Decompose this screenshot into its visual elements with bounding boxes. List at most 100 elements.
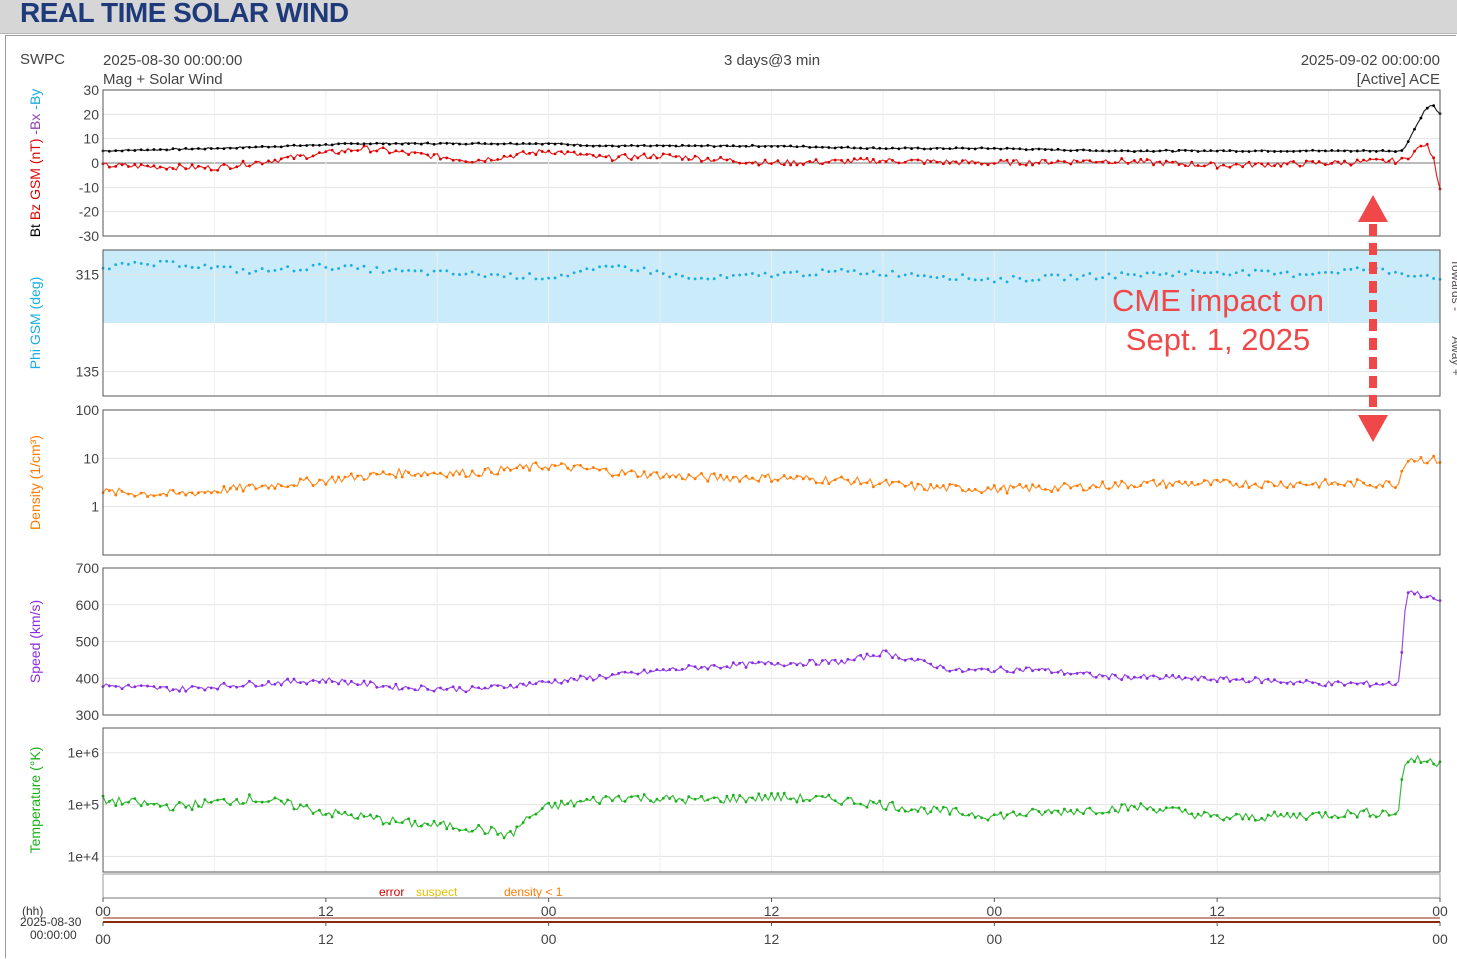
data-point bbox=[260, 800, 264, 804]
data-point bbox=[846, 158, 850, 162]
data-point bbox=[1266, 269, 1270, 273]
time-tick-label: 12 bbox=[318, 903, 334, 919]
data-point bbox=[1311, 160, 1315, 163]
data-point bbox=[1158, 149, 1162, 153]
data-point bbox=[349, 472, 353, 476]
data-point bbox=[1292, 150, 1295, 153]
data-point bbox=[458, 685, 461, 689]
data-point bbox=[566, 150, 570, 154]
ytick-label: 0 bbox=[91, 155, 99, 171]
date-label: 2025-08-30 bbox=[20, 915, 82, 929]
data-point bbox=[1374, 815, 1378, 819]
data-point bbox=[1062, 160, 1066, 163]
data-point bbox=[1381, 484, 1385, 488]
data-point bbox=[343, 264, 347, 268]
data-point bbox=[1113, 673, 1117, 677]
data-point bbox=[852, 146, 856, 150]
data-point bbox=[553, 276, 557, 280]
data-point bbox=[1387, 480, 1391, 484]
data-point bbox=[534, 682, 538, 686]
data-point bbox=[1050, 273, 1054, 277]
data-point bbox=[649, 144, 652, 148]
data-point bbox=[1425, 273, 1429, 277]
data-point bbox=[107, 489, 111, 492]
data-point bbox=[604, 794, 608, 798]
data-point bbox=[515, 685, 519, 689]
data-point bbox=[795, 663, 799, 667]
data-point bbox=[1056, 147, 1060, 151]
data-point bbox=[470, 469, 474, 473]
data-point bbox=[165, 803, 169, 807]
data-point bbox=[114, 684, 118, 688]
data-point bbox=[1037, 668, 1041, 672]
data-point bbox=[1037, 161, 1041, 165]
data-point bbox=[222, 485, 226, 488]
data-point bbox=[521, 682, 525, 686]
data-point bbox=[1425, 142, 1429, 146]
data-point bbox=[636, 156, 640, 160]
data-point bbox=[369, 813, 372, 817]
data-point bbox=[1260, 269, 1264, 273]
data-point bbox=[1234, 678, 1238, 681]
data-point bbox=[1164, 159, 1168, 163]
data-point bbox=[642, 144, 646, 147]
data-point bbox=[1056, 159, 1060, 163]
data-point bbox=[1222, 149, 1225, 153]
data-point bbox=[891, 656, 894, 660]
data-point bbox=[241, 267, 245, 271]
data-point bbox=[1228, 680, 1232, 683]
data-point bbox=[916, 158, 920, 162]
ylabel: Temperature (°K) bbox=[27, 747, 43, 854]
data-point bbox=[165, 167, 169, 171]
data-point bbox=[146, 802, 149, 806]
data-point bbox=[216, 490, 220, 494]
data-point bbox=[846, 145, 850, 149]
data-point bbox=[152, 164, 156, 168]
data-point bbox=[133, 494, 137, 498]
data-point bbox=[992, 670, 996, 673]
data-point bbox=[1203, 810, 1206, 814]
data-point bbox=[598, 468, 601, 472]
time-tick-label: 00 bbox=[1432, 931, 1448, 947]
data-point bbox=[267, 800, 270, 803]
data-point bbox=[821, 162, 824, 166]
time-label: 00:00:00 bbox=[30, 928, 77, 942]
data-point bbox=[178, 265, 181, 268]
data-point bbox=[171, 808, 175, 812]
data-point bbox=[515, 142, 519, 146]
data-point bbox=[859, 802, 863, 806]
data-point bbox=[1285, 811, 1289, 815]
data-point bbox=[1196, 678, 1200, 682]
time-tick-label: 12 bbox=[318, 931, 334, 947]
subtitle-left: Mag + Solar Wind bbox=[103, 71, 223, 88]
data-point bbox=[731, 793, 735, 797]
data-point bbox=[1253, 162, 1257, 166]
data-point bbox=[1177, 270, 1181, 274]
data-point bbox=[171, 260, 175, 264]
data-point bbox=[1273, 484, 1276, 488]
data-point bbox=[1018, 668, 1022, 671]
time-tick-label: 12 bbox=[1209, 931, 1225, 947]
data-point bbox=[1304, 678, 1308, 682]
data-point bbox=[1037, 147, 1041, 151]
data-point bbox=[1343, 268, 1346, 271]
data-point bbox=[1317, 682, 1321, 686]
data-point bbox=[521, 821, 525, 824]
data-point bbox=[598, 265, 601, 269]
data-point bbox=[439, 141, 442, 145]
data-point bbox=[1311, 482, 1315, 486]
data-point bbox=[1107, 487, 1111, 491]
data-point bbox=[610, 159, 614, 163]
data-point bbox=[808, 658, 812, 662]
data-point bbox=[935, 146, 939, 150]
ytick-label: -30 bbox=[79, 228, 99, 244]
data-point bbox=[623, 670, 627, 674]
data-point bbox=[706, 156, 710, 160]
data-point bbox=[897, 809, 901, 813]
data-point bbox=[1292, 160, 1295, 163]
data-point bbox=[636, 475, 640, 479]
data-point bbox=[248, 679, 251, 683]
page-title: REAL TIME SOLAR WIND bbox=[20, 0, 349, 28]
data-point bbox=[986, 163, 990, 167]
